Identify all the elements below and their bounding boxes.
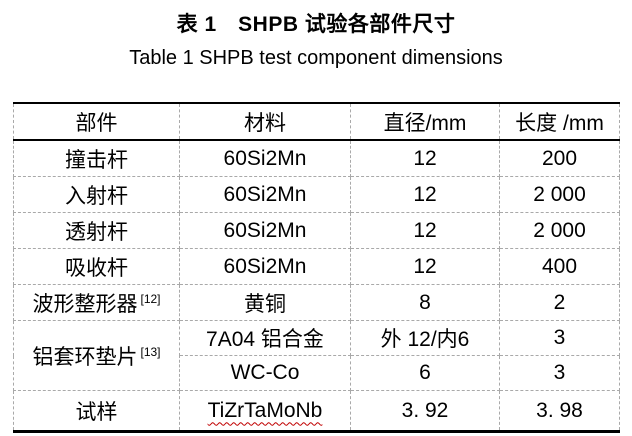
cell-diameter: 12 [350, 176, 500, 213]
cell-length: 400 [499, 248, 620, 285]
table-row-striker-bar: 撞击杆 60Si2Mn 12 200 [13, 139, 620, 177]
header-cell-material: 材料 [179, 102, 351, 141]
cell-component: 撞击杆 [13, 139, 180, 177]
cell-diameter: 12 [350, 212, 500, 249]
header-cell-component: 部件 [13, 102, 180, 141]
cell-material: 60Si2Mn [179, 139, 351, 177]
table-caption-en: Table 1 SHPB test component dimensions [129, 47, 503, 69]
specimen-material-misspelled: TiZrTaMoNb [207, 398, 323, 422]
header-row: 部件 材料 直径/mm 长度 /mm [13, 102, 620, 141]
component-label: 铝套环垫片 [32, 345, 138, 369]
page: 表 1 SHPB 试验各部件尺寸 Table 1 SHPB test compo… [0, 12, 632, 436]
cell-component: 吸收杆 [13, 248, 180, 285]
header-cell-length: 长度 /mm [499, 102, 620, 141]
table-row-collar-gasket-1: 铝套环垫片 [13] 7A04 铝合金 外 12/内6 3 [13, 320, 620, 391]
cell-material: 60Si2Mn [179, 248, 351, 285]
reference-superscript: [13] [140, 344, 161, 359]
table-row-collar-gasket-2: WC-Co 6 3 [14, 355, 620, 391]
cell-material: 黄铜 [179, 284, 351, 321]
cell-diameter: 外 12/内6 [350, 320, 500, 356]
cell-material: 60Si2Mn [179, 212, 351, 249]
cell-length: 3. 98 [499, 390, 620, 432]
table-row-pulse-shaper: 波形整形器 [12] 黄铜 8 2 [13, 284, 620, 321]
cell-component: 波形整形器 [12] [13, 284, 180, 321]
cell-component: 透射杆 [13, 212, 180, 249]
cell-diameter: 12 [350, 139, 500, 177]
cell-length: 200 [499, 139, 620, 177]
cell-component: 试样 [13, 390, 180, 432]
cell-component-rowspan: 铝套环垫片 [13] [13, 320, 180, 391]
cell-material: 60Si2Mn [179, 176, 351, 213]
cell-length: 3 [499, 355, 620, 391]
table-caption-zh: 表 1 SHPB 试验各部件尺寸 [176, 13, 456, 36]
header-cell-diameter: 直径/mm [350, 102, 500, 141]
cell-material: 7A04 铝合金 [179, 320, 351, 356]
cell-component: 入射杆 [13, 176, 180, 213]
cell-length: 3 [499, 320, 620, 356]
reference-superscript: [12] [140, 291, 161, 306]
cell-length: 2 000 [499, 176, 620, 213]
shpb-dimensions-table: 部件 材料 直径/mm 长度 /mm 撞击杆 60Si2Mn 12 200 入射… [13, 102, 620, 433]
cell-diameter: 8 [350, 284, 500, 321]
cell-diameter: 12 [350, 248, 500, 285]
component-label: 波形整形器 [32, 292, 138, 316]
table-row-incident-bar: 入射杆 60Si2Mn 12 2 000 [13, 176, 620, 213]
table-row-specimen: 试样 TiZrTaMoNb 3. 92 3. 98 [13, 390, 620, 432]
cell-length: 2 [499, 284, 620, 321]
table-row-absorber-bar: 吸收杆 60Si2Mn 12 400 [13, 248, 620, 285]
cell-material: TiZrTaMoNb [179, 390, 351, 432]
cell-diameter: 3. 92 [350, 390, 500, 432]
cell-diameter: 6 [350, 355, 500, 391]
cell-material: WC-Co [179, 355, 351, 391]
table-row-transmission-bar: 透射杆 60Si2Mn 12 2 000 [13, 212, 620, 249]
cell-length: 2 000 [499, 212, 620, 249]
